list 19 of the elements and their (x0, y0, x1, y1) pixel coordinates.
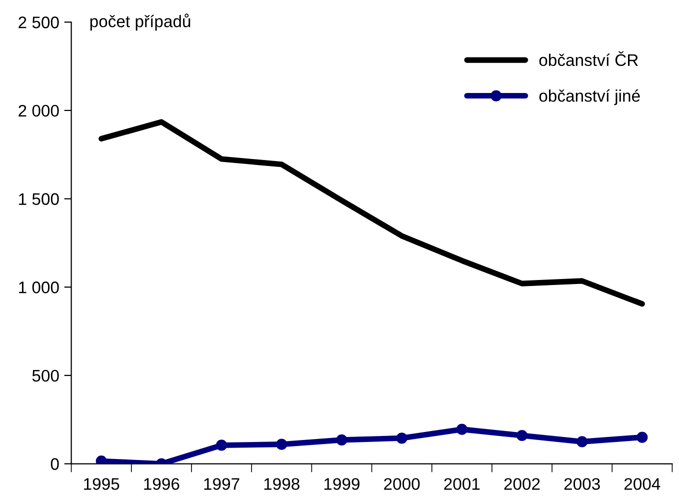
x-tick-label: 1996 (144, 478, 180, 490)
x-tick-label: 1995 (84, 478, 120, 490)
x-tick-label: 1999 (324, 478, 360, 490)
x-tick-label: 1998 (264, 478, 300, 490)
y-tick-label: 500 (32, 370, 59, 382)
y-tick-label: 2 500 (18, 16, 59, 28)
x-tick-label: 2001 (444, 478, 480, 490)
x-tick-label: 1997 (204, 478, 240, 490)
x-tick-label: 2004 (624, 478, 660, 490)
y-tick-label: 0 (50, 458, 59, 470)
y-tick-label: 1 500 (19, 193, 59, 205)
x-tick-label: 2000 (384, 478, 420, 490)
y-axis-title: počet případů (90, 14, 190, 31)
legend-label: občanství ČR (539, 51, 638, 66)
x-tick-label: 2002 (504, 478, 540, 490)
y-tick-label: 1 000 (19, 282, 59, 294)
y-tick-label: 2 000 (18, 104, 59, 117)
x-tick-label: 2003 (564, 478, 600, 490)
legend-label: občanství jiné (539, 89, 640, 106)
